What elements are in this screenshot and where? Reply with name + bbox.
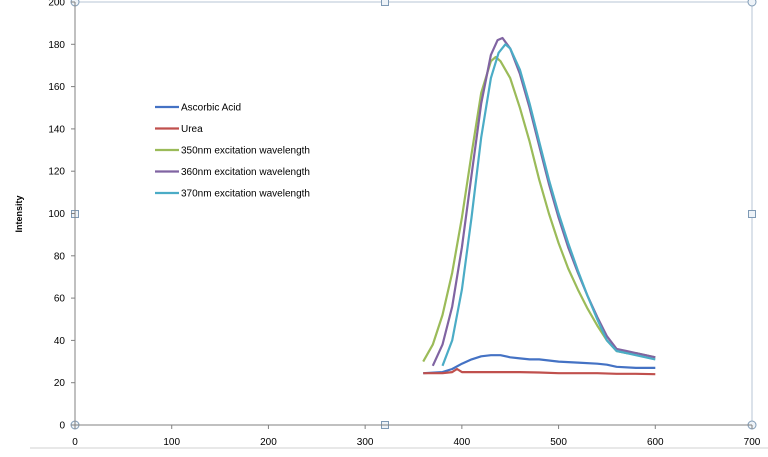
x-tick-label: 0: [72, 437, 78, 448]
legend-label: Urea: [181, 124, 203, 135]
legend-label: 360nm excitation wavelength: [181, 167, 310, 178]
x-tick-label: 400: [454, 437, 471, 448]
x-tick-label: 200: [260, 437, 277, 448]
y-tick-label: 80: [54, 251, 66, 262]
y-tick-label: 60: [54, 294, 66, 305]
chart-frame: [70, 0, 757, 430]
legend-label: 350nm excitation wavelength: [181, 146, 310, 157]
resize-handle[interactable]: [747, 0, 757, 7]
resize-handle[interactable]: [381, 0, 389, 6]
x-tick-label: 700: [744, 437, 761, 448]
y-axis-title: Intensity: [14, 195, 24, 232]
x-tick-label: 100: [163, 437, 180, 448]
y-tick-label: 0: [59, 421, 65, 432]
y-tick-label: 140: [48, 124, 65, 135]
y-tick-label: 200: [48, 0, 65, 9]
x-tick-label: 300: [357, 437, 374, 448]
x-tick-label: 500: [550, 437, 567, 448]
y-tick-label: 100: [48, 209, 65, 220]
y-tick-label: 160: [48, 82, 65, 93]
series-line-5: [441, 43, 656, 367]
series-line-4: [431, 36, 656, 367]
series-line-3: [422, 55, 656, 363]
axes: 0 20 40 60 80 100 120 140 160 180 200 0 100 200 300 400…: [30, 0, 768, 449]
x-tick-label: 600: [647, 437, 664, 448]
resize-handle[interactable]: [748, 210, 756, 218]
y-tick-label: 180: [48, 40, 65, 51]
legend-label: Ascorbic Acid: [181, 103, 241, 114]
y-tick-label: 20: [54, 378, 66, 389]
y-tick-label: 120: [48, 167, 65, 178]
y-tick-label: 40: [54, 336, 66, 347]
series-line-2: [423, 367, 656, 376]
legend-label: 370nm excitation wavelength: [181, 189, 310, 200]
series-line-1: [423, 354, 656, 375]
legend: Ascorbic Acid Urea 350nm excitation wavele…: [155, 103, 310, 200]
series-lines: [422, 36, 656, 376]
